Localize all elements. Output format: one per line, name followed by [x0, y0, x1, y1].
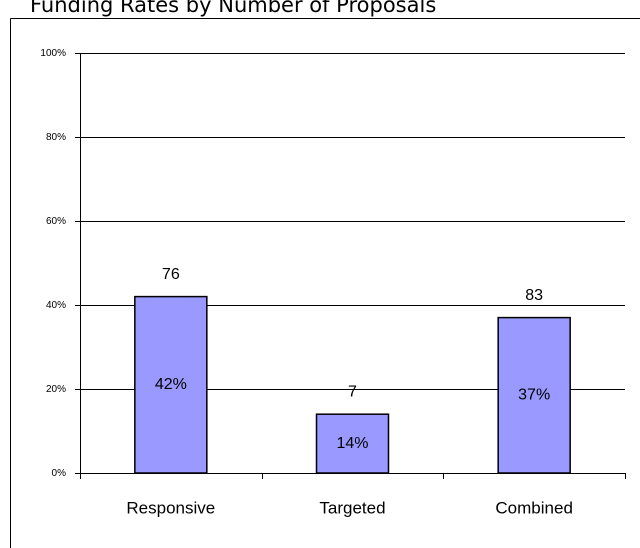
y-tick-label: 100% — [40, 48, 66, 59]
y-tick-label: 0% — [52, 468, 67, 479]
chart-title: Funding Rates by Number of Proposals — [30, 0, 436, 17]
bar-value-label: 14% — [336, 435, 368, 452]
count-label: 7 — [348, 383, 357, 400]
x-tick-label: Targeted — [319, 498, 385, 517]
x-tick-label: Combined — [495, 498, 573, 517]
y-tick-label: 40% — [46, 300, 66, 311]
y-tick-label: 20% — [46, 384, 66, 395]
count-label: 76 — [162, 266, 180, 283]
bar — [134, 295, 208, 474]
y-tick-label: 60% — [46, 216, 66, 227]
count-label: 83 — [525, 287, 543, 304]
x-tick-label: Responsive — [126, 498, 215, 517]
y-tick-label: 80% — [46, 132, 66, 143]
bar — [315, 413, 390, 474]
bar-value-label: 42% — [155, 376, 187, 393]
bar-value-label: 37% — [518, 387, 550, 404]
bar — [497, 316, 571, 474]
